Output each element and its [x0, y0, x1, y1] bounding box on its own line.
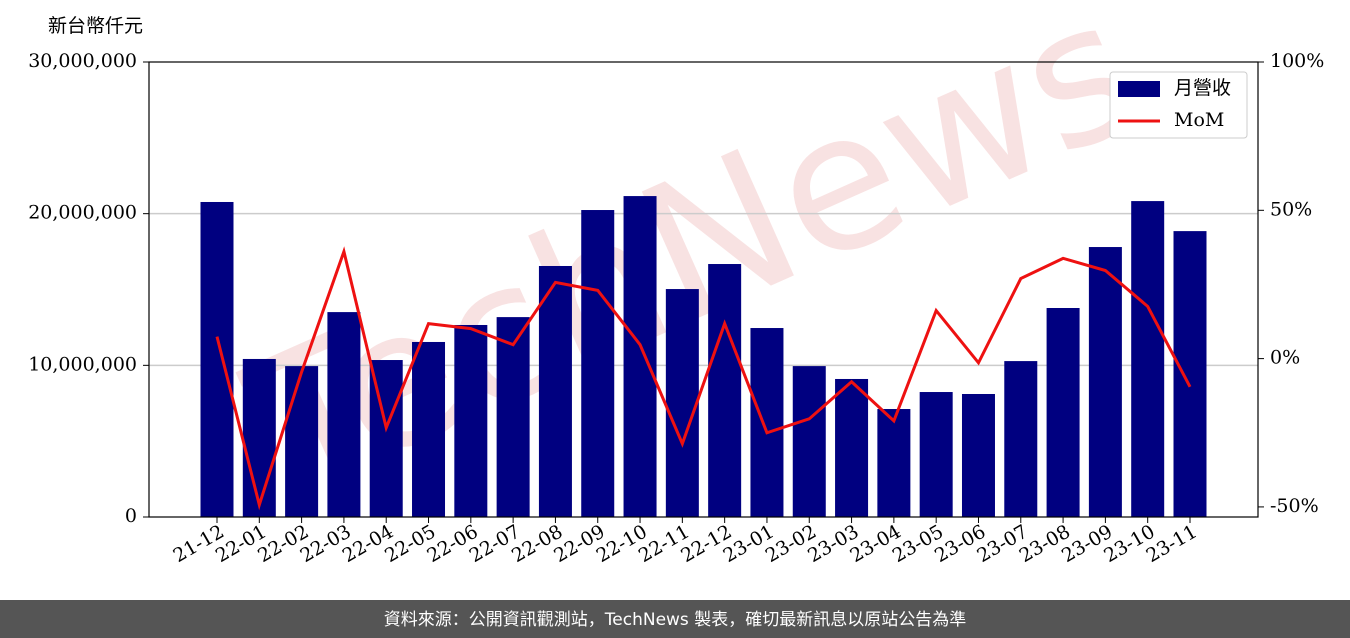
- bar: [792, 366, 826, 517]
- y2-tick-label: 50%: [1270, 198, 1312, 220]
- bar: [1131, 201, 1165, 517]
- bar: [1088, 247, 1122, 518]
- footer: 資料來源：公開資訊觀測站，TechNews 製表，確切最新訊息以原站公告為準: [384, 610, 966, 630]
- y-tick-label: 10,000,000: [28, 353, 137, 375]
- y2-tick-label: -50%: [1270, 495, 1319, 517]
- bar: [285, 366, 319, 517]
- bar: [538, 265, 572, 517]
- y2-tick-label: 0%: [1270, 347, 1300, 369]
- legend-label: 月營收: [1174, 77, 1231, 99]
- y-tick-label: 30,000,000: [28, 50, 137, 72]
- y-tick-label: 20,000,000: [28, 202, 137, 224]
- bar: [454, 324, 488, 517]
- bar: [750, 328, 784, 517]
- legend-swatch: [1118, 81, 1160, 97]
- bar: [835, 378, 869, 517]
- y-tick-label: 0: [125, 505, 137, 527]
- bar: [708, 264, 742, 517]
- bar: [919, 392, 953, 517]
- bar: [665, 289, 699, 517]
- y-axis-label: 新台幣仟元: [48, 15, 143, 37]
- bar: [200, 201, 234, 517]
- bar: [1046, 308, 1080, 517]
- line: [215, 246, 1192, 511]
- bar: [877, 409, 911, 517]
- bar: [242, 358, 276, 517]
- bar: [581, 210, 615, 517]
- bar: [961, 393, 995, 517]
- bar: [412, 341, 446, 517]
- bar: [1173, 231, 1207, 517]
- bar: [1004, 361, 1038, 517]
- bar: [623, 196, 657, 517]
- y2-tick-label: 100%: [1270, 50, 1324, 72]
- bar: [496, 317, 530, 517]
- plot-frame: [148, 61, 1259, 518]
- footer-band: [0, 600, 1350, 638]
- legend-label: MoM: [1174, 109, 1224, 131]
- bar: [327, 312, 361, 517]
